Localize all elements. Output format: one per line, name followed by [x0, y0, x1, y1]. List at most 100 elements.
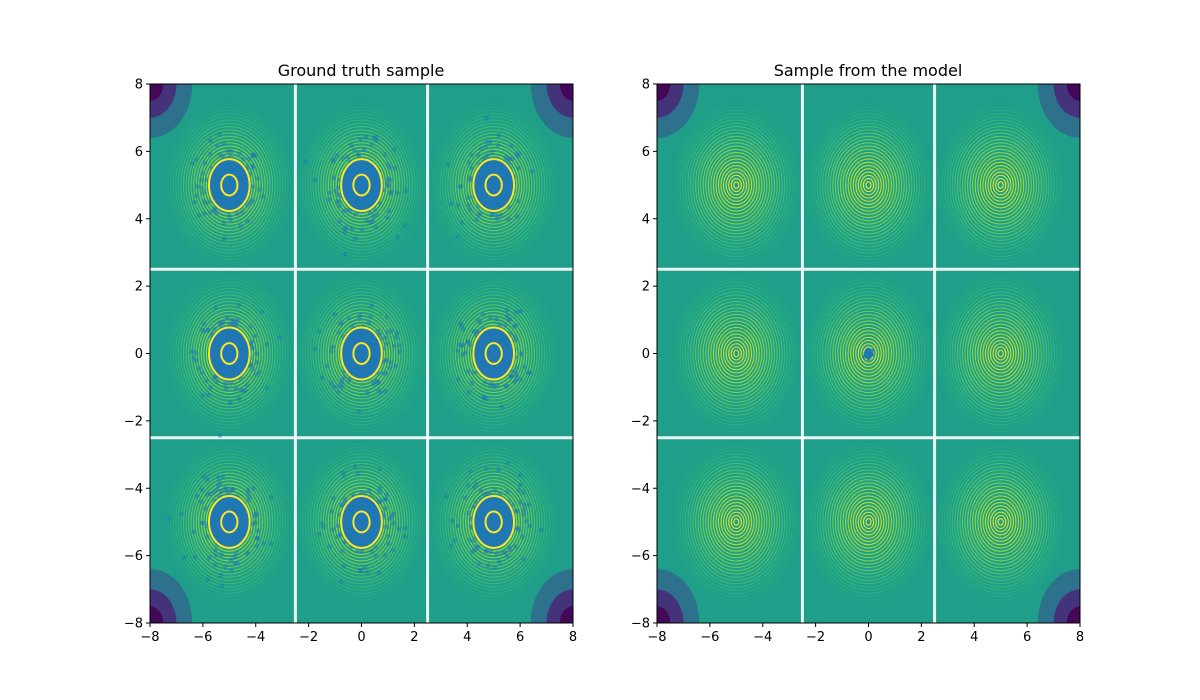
contour-ring — [959, 132, 1043, 238]
sample-point — [373, 544, 379, 550]
sample-point — [319, 375, 325, 380]
sample-point — [331, 495, 336, 501]
sample-point — [330, 527, 336, 532]
contour-ring — [182, 126, 276, 245]
sample-point — [247, 494, 252, 499]
sample-point — [374, 379, 380, 384]
corner-contour-2-2 — [150, 84, 164, 101]
contour-ring — [715, 326, 758, 381]
sample-point — [355, 548, 361, 554]
sample-point — [382, 388, 388, 394]
contour-ring — [806, 443, 931, 601]
sample-point — [377, 200, 383, 206]
contour-ring — [692, 297, 781, 410]
sample-point — [384, 341, 389, 346]
corner-contour-1-2 — [559, 606, 573, 623]
sample-point — [201, 329, 207, 334]
sample-point — [340, 470, 346, 476]
contour-ring — [964, 307, 1037, 400]
contour-ring — [809, 446, 928, 598]
sample-point — [245, 218, 250, 224]
contour-ring — [811, 113, 926, 258]
contour-ring — [956, 297, 1045, 410]
core-contour — [207, 158, 251, 213]
sample-point — [198, 499, 204, 505]
sample-point — [386, 208, 392, 214]
sample-point — [260, 194, 266, 199]
sample-core — [341, 159, 382, 211]
contour-ring — [857, 171, 880, 199]
sample-point — [218, 572, 224, 578]
x-tick-label: 8 — [569, 630, 577, 645]
y-tick-label: 8 — [642, 78, 650, 93]
contour-ring — [700, 307, 773, 400]
sample-point — [452, 538, 458, 543]
contour-ring — [694, 469, 778, 575]
contour-ring — [689, 462, 783, 581]
contour-ring — [672, 103, 801, 267]
contour-ring — [442, 119, 546, 251]
contour-ring — [454, 135, 533, 235]
contour-ring — [977, 155, 1025, 215]
sample-point — [229, 557, 234, 563]
contour-ring — [944, 281, 1058, 426]
core-contour — [352, 342, 371, 365]
contour-ring — [730, 514, 742, 529]
sample-point — [335, 523, 341, 529]
contour-ring — [959, 300, 1043, 407]
contour-ring — [687, 291, 786, 416]
contour-ring — [172, 281, 286, 426]
contour-ring — [961, 472, 1040, 572]
contour-ring — [966, 310, 1035, 397]
core-contour — [472, 158, 516, 213]
sample-point — [312, 346, 318, 352]
contour-ring — [182, 462, 276, 581]
sample-point — [340, 548, 345, 554]
corner-contour-1-2 — [1066, 606, 1080, 623]
sample-point — [200, 520, 206, 526]
core-contour — [472, 494, 516, 549]
contour-ring — [459, 310, 528, 397]
sample-point — [471, 329, 476, 334]
y-tick-label: −4 — [631, 482, 650, 497]
sample-point — [377, 486, 382, 491]
contour-ring — [733, 349, 740, 358]
contour-ring — [304, 449, 419, 594]
sample-point — [213, 305, 218, 310]
sample-point — [455, 377, 461, 382]
sample-point — [250, 366, 256, 372]
sample-point — [245, 550, 250, 556]
sample-point — [387, 165, 393, 170]
contour-ring — [992, 511, 1009, 533]
contour-ring — [938, 443, 1063, 601]
sample-point — [474, 328, 480, 334]
sample-point — [376, 388, 382, 393]
sample-point — [469, 152, 475, 158]
contour-ring — [966, 479, 1035, 565]
contour-ring — [860, 174, 877, 196]
sample-core — [209, 159, 250, 211]
contour-ring — [470, 323, 518, 384]
contour-ring — [961, 304, 1040, 403]
contour-ring — [302, 109, 421, 261]
sample-point — [449, 201, 454, 206]
contour-ring — [720, 165, 753, 206]
sample-point — [499, 404, 505, 410]
contour-ring — [309, 456, 414, 588]
sample-point — [235, 211, 240, 217]
sample-point — [277, 334, 283, 340]
sample-point — [455, 348, 461, 354]
contour-ring — [332, 485, 391, 559]
contour-ring — [984, 501, 1017, 542]
contour-ring — [839, 148, 898, 222]
mode-contours-5 — [933, 268, 1068, 439]
contour-ring — [809, 278, 928, 429]
sample-point — [506, 161, 512, 166]
contour-ring — [444, 122, 543, 248]
contour-ring — [429, 271, 558, 436]
sample-point — [367, 220, 373, 226]
core-contour — [220, 510, 239, 534]
sample-point — [384, 492, 390, 498]
sample-point — [512, 334, 518, 339]
contour-ring — [987, 336, 1014, 371]
